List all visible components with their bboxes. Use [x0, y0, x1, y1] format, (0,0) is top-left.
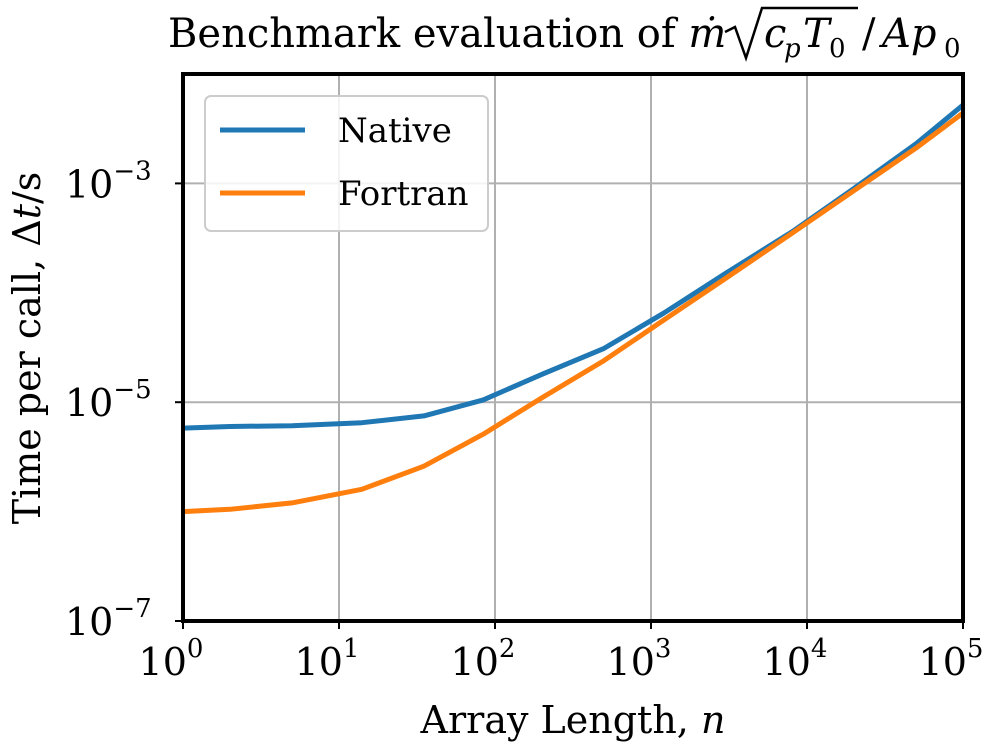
series-line-fortran [182, 110, 965, 515]
chart-title-formula: c p T 0 / Ap 0 [724, 6, 961, 64]
svg-text:c: c [764, 11, 786, 57]
x-tick-label: 100 [139, 634, 204, 684]
x-tick-label: 101 [295, 634, 360, 684]
chart-title-prefix: Benchmark evaluation of [168, 11, 688, 57]
svg-text:T: T [803, 11, 833, 57]
x-tick-label: 104 [763, 634, 828, 684]
legend: Native Fortran [204, 95, 489, 232]
svg-text:0: 0 [944, 34, 961, 64]
legend-label-fortran: Fortran [338, 174, 469, 214]
x-tick-label: 105 [919, 634, 984, 684]
x-tick-label: 102 [451, 634, 516, 684]
y-tick-label: 10−3 [65, 156, 152, 206]
x-axis-label: Array Length, n [420, 698, 726, 742]
y-axis-ticks: 10−7 10−5 10−3 [65, 156, 183, 644]
svg-text:Ap: Ap [878, 11, 937, 57]
svg-text:/: / [862, 11, 876, 57]
svg-text:0: 0 [829, 34, 846, 64]
legend-label-native: Native [338, 111, 452, 151]
series-lines [182, 103, 965, 515]
plot-frame [181, 72, 965, 623]
svg-text:p: p [784, 34, 801, 64]
chart-title: Benchmark evaluation of ṁ [168, 11, 726, 57]
y-tick-label: 10−7 [65, 594, 152, 644]
y-axis-label: Time per call, Δt/s [5, 172, 49, 525]
chart-title-mdot: ṁ [688, 11, 726, 57]
x-axis-ticks: 100 101 102 103 104 105 [139, 621, 984, 684]
y-tick-label: 10−5 [65, 375, 152, 425]
x-tick-label: 103 [607, 634, 672, 684]
